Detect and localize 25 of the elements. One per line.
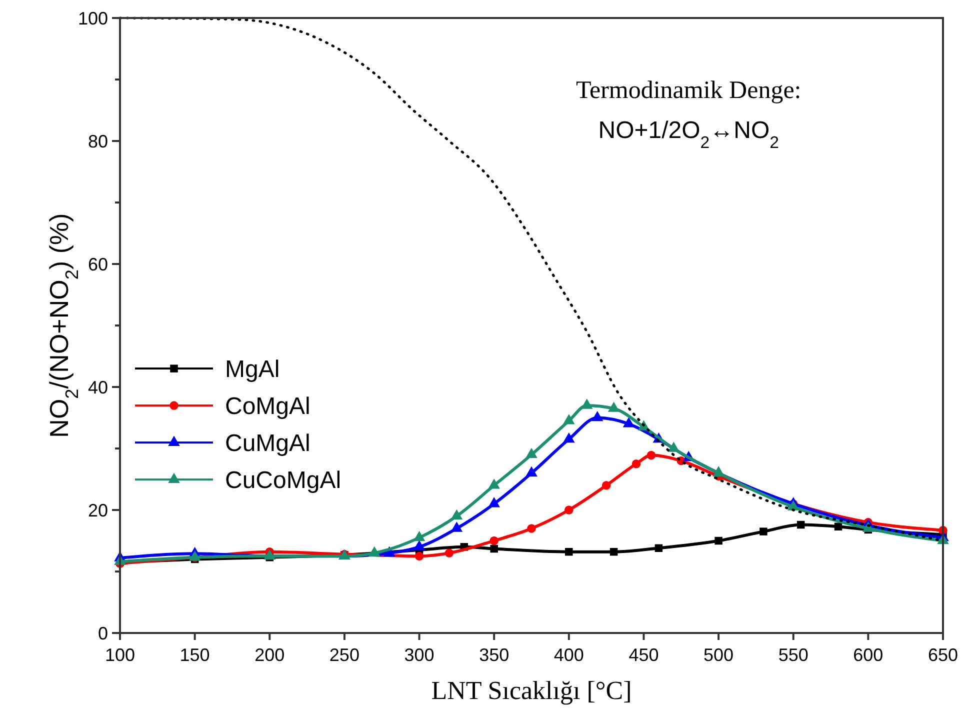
legend-label: CuCoMgAl bbox=[225, 466, 342, 494]
x-tick-label: 500 bbox=[704, 645, 734, 665]
x-tick-label: 300 bbox=[404, 645, 434, 665]
x-tick-label: 650 bbox=[928, 645, 958, 665]
x-tick-label: 250 bbox=[329, 645, 360, 665]
y-tick-label: 100 bbox=[78, 8, 108, 28]
annotation: NO+1/2O$_{2}$↔NO$_{2}$ bbox=[598, 116, 779, 152]
x-tick-label: 200 bbox=[254, 645, 285, 665]
y-tick-label: 80 bbox=[88, 131, 108, 152]
legend-label: CoMgAl bbox=[225, 392, 310, 420]
x-tick-label: 150 bbox=[180, 645, 210, 665]
x-tick-label: 400 bbox=[554, 645, 584, 665]
y-tick-label: 60 bbox=[88, 254, 108, 274]
y-tick-label: 40 bbox=[88, 377, 108, 398]
legend-label: MgAl bbox=[225, 356, 280, 383]
y-tick-label: 20 bbox=[88, 500, 108, 520]
x-tick-label: 450 bbox=[628, 645, 659, 665]
legend-label: CuMgAl bbox=[225, 430, 310, 457]
x-tick-label: 100 bbox=[104, 645, 136, 665]
x-tick-label: 600 bbox=[853, 645, 884, 665]
annotation: Termodinamik Denge: bbox=[576, 76, 802, 104]
x-axis-title: LNT Sıcaklığı [°C] bbox=[431, 676, 632, 705]
x-tick-label: 350 bbox=[479, 645, 510, 665]
x-tick-label: 550 bbox=[778, 645, 808, 665]
y-tick-label: 0 bbox=[98, 623, 108, 644]
